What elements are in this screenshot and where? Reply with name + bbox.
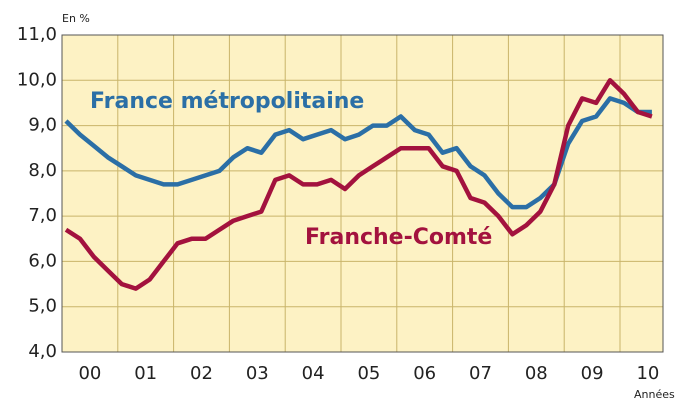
y-tick-label: 10,0 <box>17 69 57 90</box>
x-tick-label: 04 <box>302 363 325 384</box>
plot-border <box>61 34 664 353</box>
y-tick-label: 9,0 <box>28 115 57 136</box>
y-tick-label: 4,0 <box>28 341 57 362</box>
plot-background <box>62 35 663 352</box>
y-tick-label: 8,0 <box>28 160 57 181</box>
y-unit-label: En % <box>62 12 90 25</box>
y-tick-label: 6,0 <box>28 250 57 271</box>
x-tick-label: 06 <box>413 363 436 384</box>
series-line <box>64 78 653 291</box>
series-label: Franche-Comté <box>305 225 492 250</box>
x-tick-label: 05 <box>357 363 380 384</box>
y-tick-label: 7,0 <box>28 205 57 226</box>
y-tick-label: 11,0 <box>17 24 57 45</box>
x-tick-label: 09 <box>581 363 604 384</box>
y-tick-label: 5,0 <box>28 296 57 317</box>
x-tick-label: 02 <box>190 363 213 384</box>
x-tick-label: 10 <box>636 363 659 384</box>
x-tick-label: 03 <box>246 363 269 384</box>
series-label: France métropolitaine <box>90 89 364 114</box>
x-tick-label: 01 <box>134 363 157 384</box>
x-tick-label: 08 <box>525 363 548 384</box>
x-axis-label: Années <box>634 388 675 401</box>
x-tick-label: 07 <box>469 363 492 384</box>
x-tick-label: 00 <box>78 363 101 384</box>
